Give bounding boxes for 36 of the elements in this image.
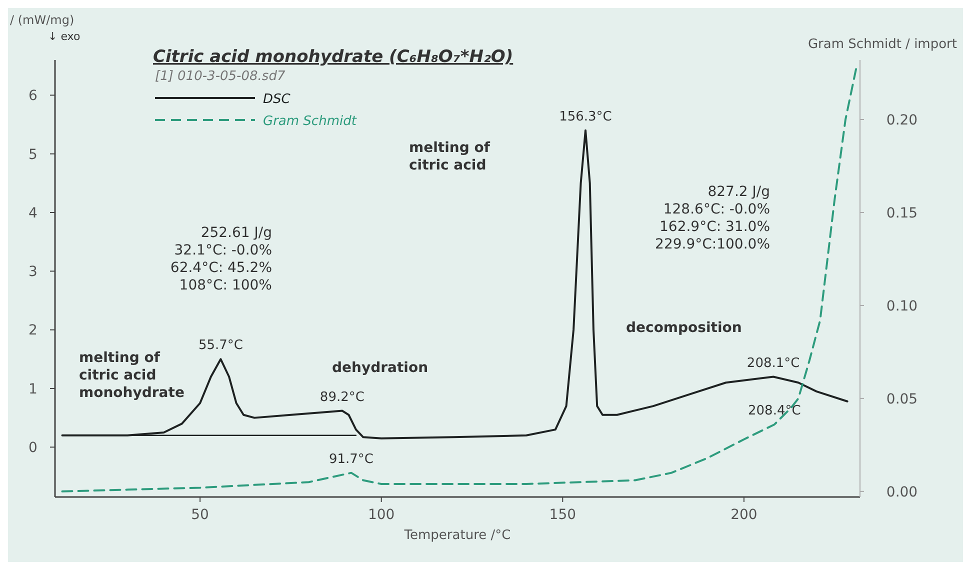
annotation: 827.2 J/g 128.6°C: -0.0% 162.9°C: 31.0% 229.9°C:100.0% [655,184,770,252]
y2-tick-label: 0.20 [886,112,918,128]
y-tick-label: 3 [28,264,38,280]
annotation: decomposition [626,320,742,336]
y-axis-title: / (mW/mg) [10,13,74,27]
annotation: 208.1°C [746,356,800,371]
y-tick-label: 6 [28,88,38,104]
annotation: 89.2°C [320,390,364,405]
x-tick-label: 100 [368,507,395,523]
y2-tick-label: 0.05 [886,391,918,408]
annotation: 55.7°C [198,338,243,354]
x-tick-label: 50 [191,507,209,523]
text: ↓ exo [48,30,80,43]
annotation: 156.3°C [559,109,612,124]
chart-title: Citric acid monohydrate (C₆H₈O₇*H₂O) [153,47,514,67]
y2-tick-label: 0.10 [886,298,918,314]
text: DSC [263,92,292,107]
y2-axis-title: Gram Schmidt / import [808,37,957,52]
annotation: dehydration [332,360,428,376]
y-tick-label: 1 [28,381,38,398]
x-axis-title: Temperature /°C [403,528,511,543]
annotation: 91.7°C [328,452,374,467]
annotation: 208.4°C [748,404,801,418]
y-tick-label: 4 [28,205,38,222]
x-tick-label: 150 [549,507,576,523]
y-tick-label: 5 [28,146,38,163]
annotation: melting of citric acid monohydrate [79,350,184,401]
text: Gram Schmidt [263,114,358,129]
x-tick-label: 200 [730,507,758,523]
y2-tick-label: 0.15 [886,205,918,222]
annotation: 252.61 J/g 32.1°C: -0.0% 62.4°C: 45.2% 108°C: 100% [170,225,272,294]
legend-title: [1] 010-3-05-08.sd7 [155,69,286,84]
y2-tick-label: 0.00 [886,484,918,500]
y-tick-label: 2 [28,322,38,339]
y-tick-label: 0 [28,440,38,456]
annotation: melting of citric acid [409,140,491,174]
